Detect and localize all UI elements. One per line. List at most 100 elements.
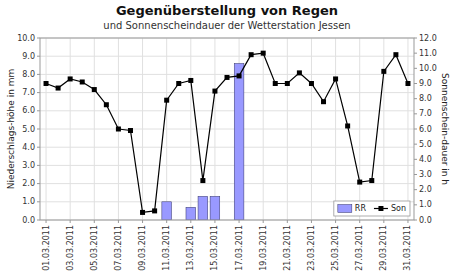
tick-y2 [414,204,417,205]
tick-label-y: 0.0 [22,216,35,225]
marker [261,51,266,56]
subtitle: und Sonnenscheindauer der Wetterstation … [103,20,350,31]
tick-label-y: 4.0 [22,143,35,152]
bar [234,63,244,220]
line [46,53,408,212]
tick-label-y: 5.0 [22,125,35,134]
tick-y [37,92,40,93]
tick-label-x: 27.03.2011 [355,225,364,271]
grid-line-x [287,38,288,220]
tick-label-y2: 1.0 [419,200,432,209]
tick-y2 [414,83,417,84]
marker [273,81,278,86]
tick-label-y: 7.0 [22,88,35,97]
tick-label-x: 01.03.2011 [42,225,51,271]
data-marks [44,51,411,220]
tick-label-x: 07.03.2011 [114,225,123,271]
legend-box [334,201,410,216]
tick-label-x: 09.03.2011 [138,225,147,271]
tick-x [94,220,95,223]
legend-marker [378,206,383,211]
tick-x [359,220,360,223]
grid-line-x [383,38,384,220]
tick-label-y2: 2.0 [419,185,432,194]
tick-x [335,220,336,223]
marker [80,79,85,84]
tick-label-x: 05.03.2011 [90,225,99,271]
marker [176,81,181,86]
tick-label-x: 25.03.2011 [331,225,340,271]
plot-area [40,38,414,220]
legend-label: RR [355,204,367,213]
bar [210,196,220,220]
tick-label-y: 8.0 [22,70,35,79]
marker [309,81,314,86]
tick-y2 [414,144,417,145]
grid-line-y [40,56,414,57]
tick-label-x: 31.03.2011 [403,225,412,271]
tick-x [142,220,143,223]
tick-x [239,220,240,223]
marker [237,73,242,78]
tick-label-y2: 4.0 [419,155,432,164]
tick-y [37,165,40,166]
tick-y [37,220,40,221]
grid-line-x [263,38,264,220]
tick-y2 [414,189,417,190]
tick-label-y2: 3.0 [419,170,432,179]
marker [369,178,374,183]
tick-label-y: 9.0 [22,52,35,61]
tick-label-y: 10.0 [17,34,35,43]
grid-line-y [40,165,414,166]
y2-axis: 0.01.02.03.04.05.06.07.08.09.010.011.012… [414,34,437,225]
grid-line-y [40,74,414,75]
tick-x [407,220,408,223]
marker [249,52,254,57]
grid-line-x [359,38,360,220]
grid-line-x [70,38,71,220]
marker [225,75,230,80]
tick-x [70,220,71,223]
marker [92,87,97,92]
x-axis: 01.03.201103.03.201105.03.201107.03.2011… [42,220,413,271]
grid-line-y [40,129,414,130]
marker [321,99,326,104]
tick-y2 [414,98,417,99]
tick-y [37,38,40,39]
tick-label-y: 3.0 [22,161,35,170]
tick-y [37,183,40,184]
grid [40,38,414,220]
grid-line-x [166,38,167,220]
chart: 0.01.02.03.04.05.06.07.08.09.010.00.01.0… [0,0,454,278]
tick-label-x: 23.03.2011 [307,225,316,271]
tick-y2 [414,68,417,69]
tick-x [311,220,312,223]
marker [212,89,217,94]
tick-label-y2: 8.0 [419,94,432,103]
legend: RRSon [334,201,410,216]
bar [198,196,208,220]
tick-x [190,220,191,223]
tick-y2 [414,174,417,175]
tick-label-x: 19.03.2011 [259,225,268,271]
tick-x [118,220,119,223]
grid-line-x [407,38,408,220]
tick-y2 [414,53,417,54]
tick-x [383,220,384,223]
marker [104,102,109,107]
marker [140,210,145,215]
marker [200,178,205,183]
tick-label-y: 1.0 [22,197,35,206]
tick-y2 [414,113,417,114]
grid-line-x [214,38,215,220]
plot-frame [40,38,414,220]
grid-line-y [40,147,414,148]
tick-label-x: 29.03.2011 [379,225,388,271]
tick-label-y2: 7.0 [419,109,432,118]
legend-swatch [338,205,352,213]
tick-x [263,220,264,223]
tick-label-y2: 6.0 [419,125,432,134]
axis-label-y: Niederschlags-höhe in mm [6,69,16,190]
bar [162,202,172,220]
tick-y2 [414,129,417,130]
